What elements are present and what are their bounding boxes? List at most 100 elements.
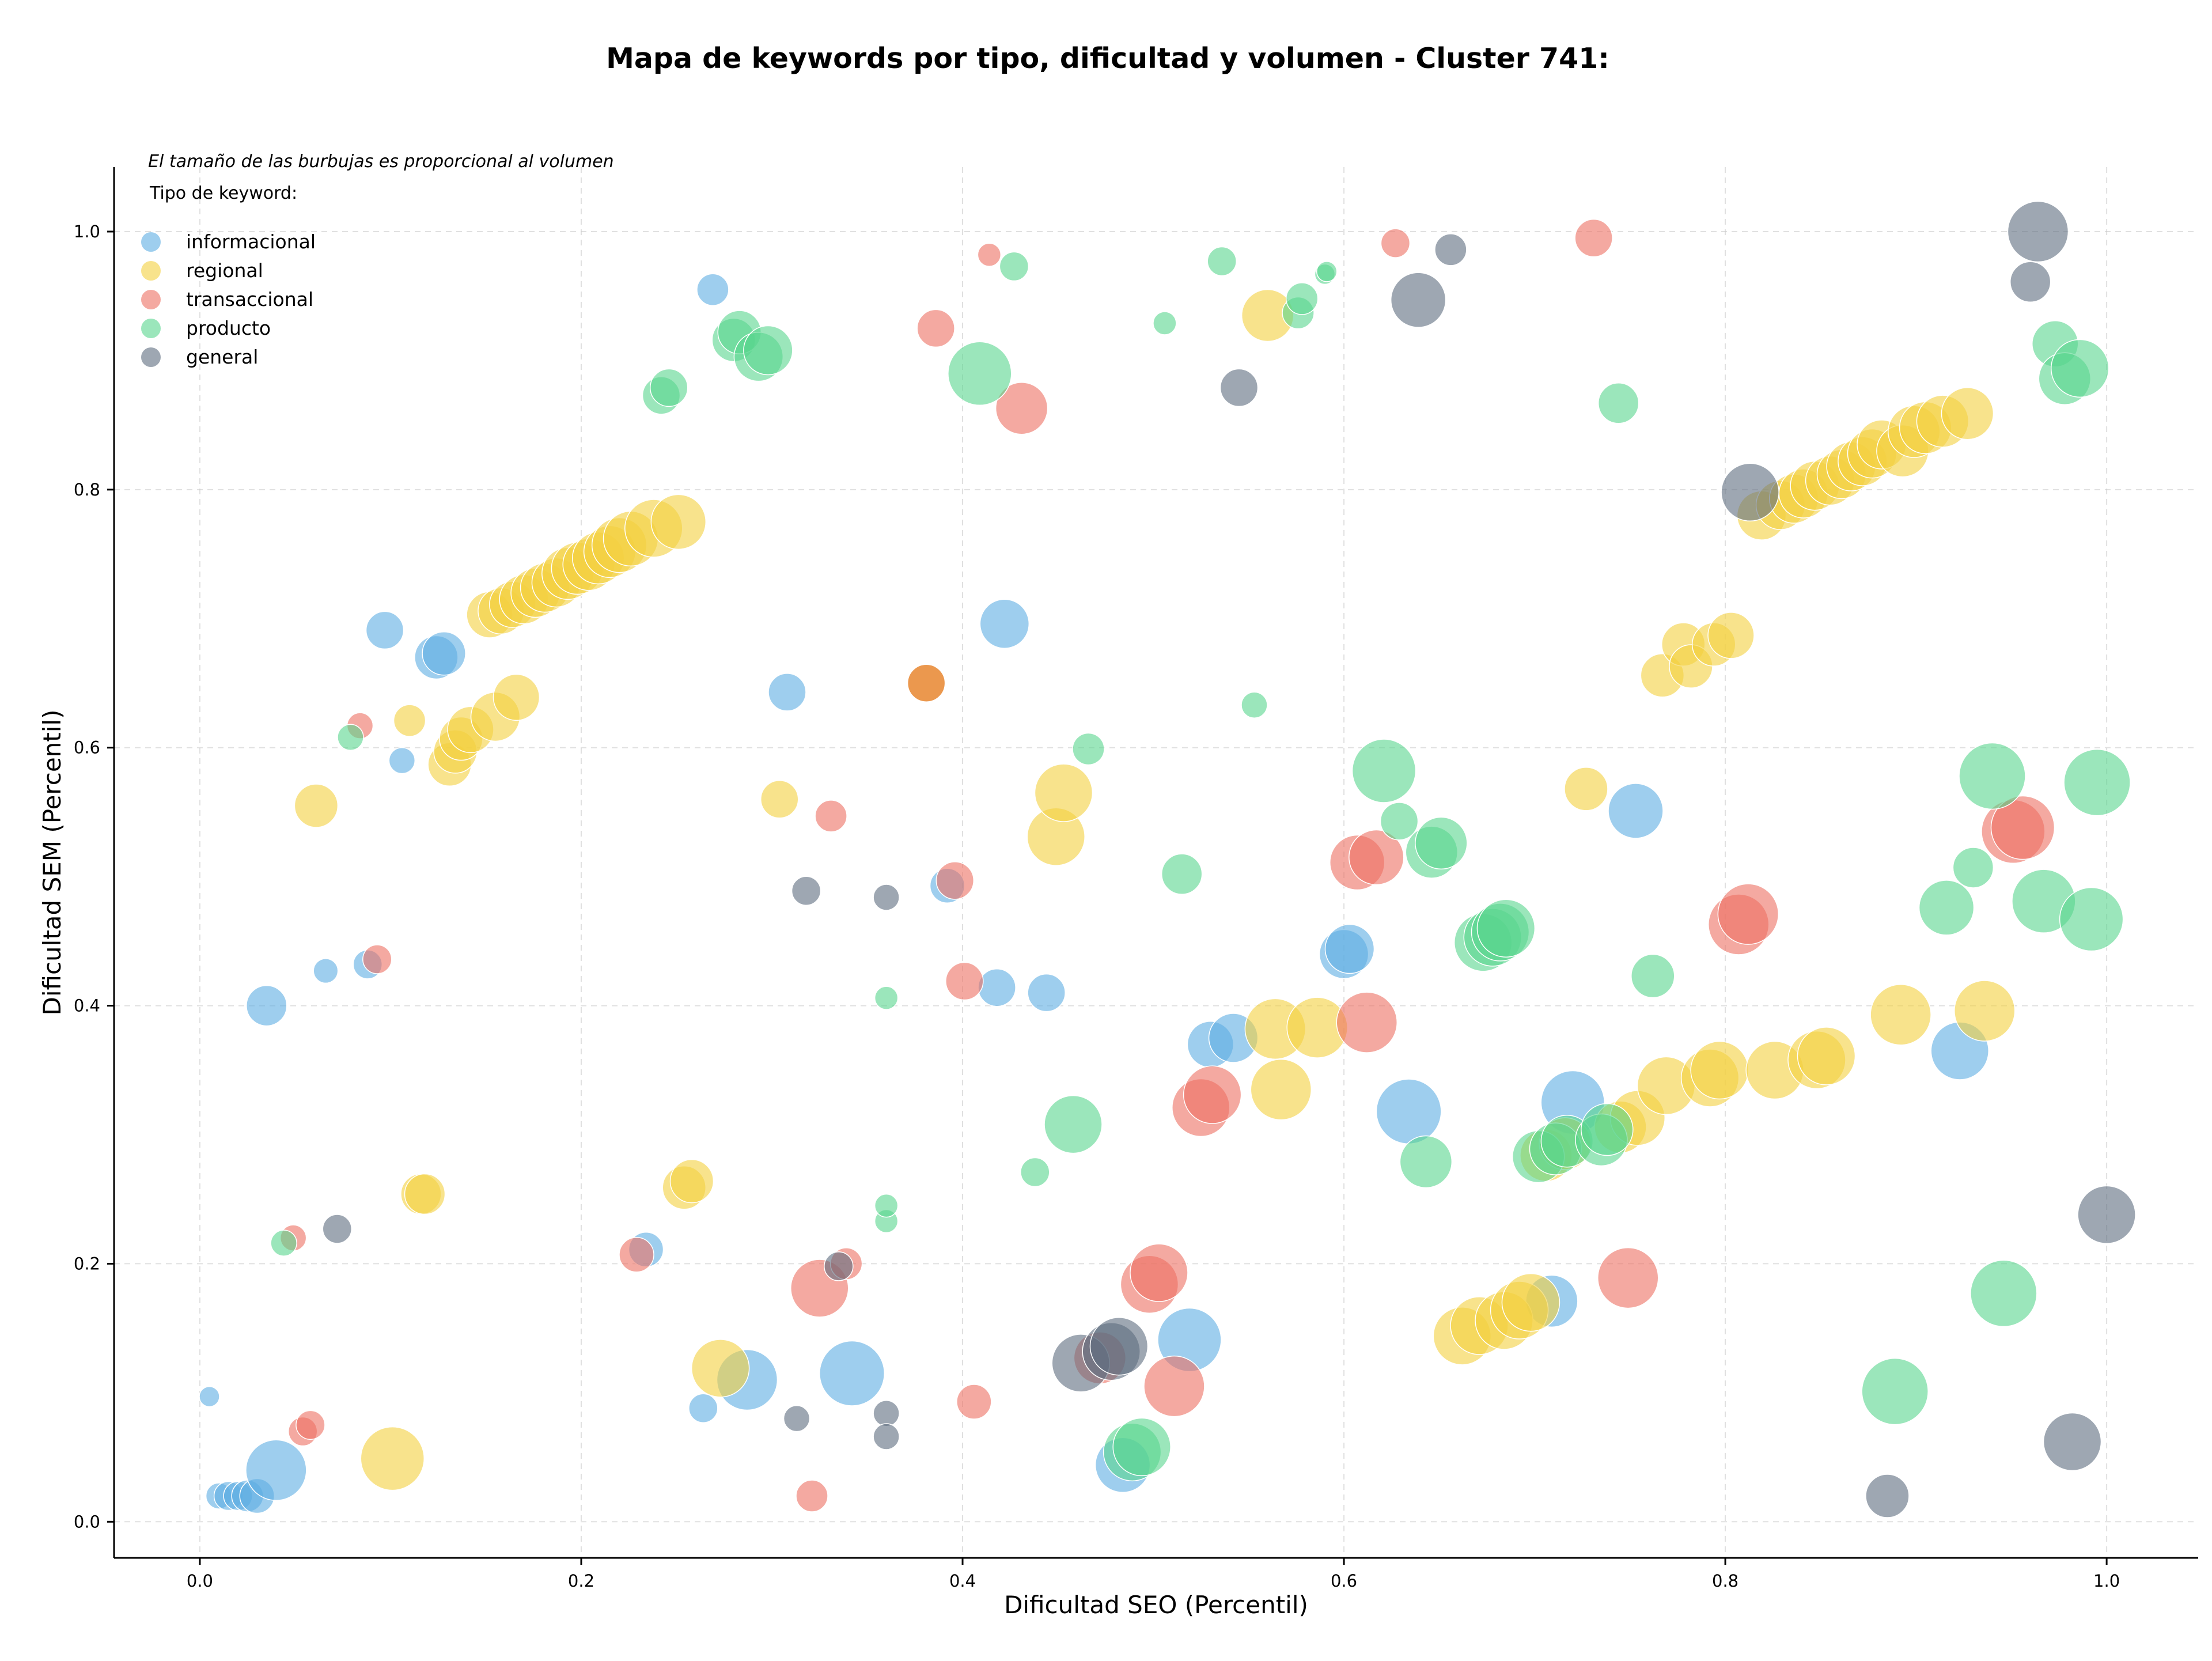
bubble-producto-11	[948, 341, 1012, 406]
bubble-producto-10	[874, 1193, 899, 1218]
bubble-producto-52	[2063, 748, 2131, 816]
bubble-transaccional-19	[1143, 1355, 1205, 1417]
y-axis-label: Dificultad SEM (Percentil)	[38, 710, 66, 1016]
series-general	[322, 200, 2136, 1518]
bubble-producto-34	[1476, 899, 1536, 958]
bubble-transaccional-15	[995, 382, 1048, 435]
bubble-producto-1	[337, 724, 364, 751]
bubble-informacional-30	[1376, 1079, 1442, 1145]
bubble-producto-14	[1072, 732, 1105, 766]
bubble-producto-25	[1316, 261, 1338, 282]
bubble-transaccional-4	[362, 944, 392, 974]
bubble-producto-28	[1399, 1135, 1453, 1189]
y-tick-label: 1.0	[74, 222, 100, 241]
bubble-producto-20	[1207, 246, 1237, 277]
axes	[113, 167, 2198, 1559]
x-axis-label: Dificultad SEO (Percentil)	[1004, 1591, 1308, 1619]
x-tick-label: 0.2	[568, 1571, 594, 1591]
bubble-transaccional-12	[945, 962, 984, 1001]
bubble-general-13	[1721, 463, 1779, 522]
x-tick-label: 0.0	[187, 1571, 213, 1591]
bubble-informacional-7	[246, 985, 287, 1027]
legend-label-regional: regional	[186, 259, 263, 282]
legend: informacional regional transaccional produc…	[141, 230, 316, 368]
legend-marker-informacional	[141, 232, 161, 252]
bubble-producto-15	[1044, 1095, 1103, 1154]
bubble-regional-51	[1797, 1027, 1856, 1085]
bubble-producto-3	[650, 368, 688, 407]
bubble-general-9	[1089, 1316, 1149, 1376]
bubble-size-note: El tamaño de las burbujas es proporciona…	[148, 152, 614, 172]
bubble-transaccional-14	[977, 243, 1002, 267]
bubble-transaccional-26	[1574, 218, 1613, 258]
bubble-producto-17	[1112, 1417, 1171, 1477]
bubble-regional-41	[1501, 1273, 1560, 1332]
bubble-producto-18	[1153, 311, 1177, 335]
bubble-informacional-33	[1608, 783, 1664, 839]
bubble-regional-32	[1034, 763, 1093, 822]
bubble-regional-48	[1690, 1041, 1749, 1100]
bubble-regional-2	[393, 704, 426, 737]
bubble-general-0	[322, 1214, 353, 1244]
bubble-producto-41	[1631, 954, 1675, 998]
bubble-regional-26	[650, 494, 707, 550]
bubble-transaccional-11	[935, 861, 975, 900]
bubble-producto-27	[1380, 802, 1419, 841]
bubble-regional-4	[404, 1173, 446, 1215]
y-ticks: 0.0 0.2 0.4 0.6 0.8 1.0	[74, 222, 114, 1531]
bubble-transaccional-6	[796, 1480, 828, 1512]
bubble-general-10	[1219, 368, 1259, 407]
bubble-general-17	[2043, 1412, 2102, 1471]
bubble-informacional-22	[979, 599, 1030, 649]
x-tick-label: 0.6	[1331, 1571, 1357, 1591]
bubble-general-11	[1390, 272, 1446, 328]
bubble-producto-46	[1970, 1259, 2037, 1327]
bubble-transaccional-27	[1597, 1247, 1659, 1309]
bubble-transaccional-13	[956, 1384, 992, 1420]
series-informacional	[199, 273, 1989, 1514]
bubble-informacional-29	[1324, 924, 1375, 974]
bubble-regional-1	[360, 1426, 425, 1491]
bubble-transaccional-5	[619, 1237, 654, 1273]
bubble-regional-52	[1870, 983, 1931, 1046]
bubble-producto-7	[743, 325, 793, 376]
legend-label-informacional: informacional	[186, 230, 316, 253]
bubble-informacional-11	[388, 747, 416, 774]
bubble-producto-40	[1597, 383, 1639, 424]
bubble-transaccional-23	[1349, 829, 1404, 886]
bubble-informacional-21	[978, 968, 1016, 1007]
bubble-transaccional-21	[1183, 1065, 1242, 1124]
bubble-general-4	[873, 884, 900, 911]
bubble-transaccional-10	[916, 309, 955, 348]
bubble-informacional-6	[245, 1439, 307, 1501]
grid	[114, 167, 2198, 1558]
legend-marker-producto	[141, 319, 161, 338]
bubble-informacional-13	[422, 631, 466, 676]
bubble-transaccional-24	[1336, 992, 1398, 1053]
bubble-transaccional-18	[1130, 1243, 1188, 1302]
bubble-producto-21	[1241, 691, 1268, 719]
bubble-regional-53	[1954, 980, 2016, 1042]
x-ticks: 0.0 0.2 0.4 0.6 0.8 1.0	[187, 1558, 2120, 1591]
y-tick-label: 0.6	[74, 738, 100, 758]
bubble-transaccional-25	[1380, 228, 1411, 258]
bubble-informacional-0	[199, 1386, 220, 1408]
bubble-informacional-8	[313, 958, 339, 984]
chart-title: Mapa de keywords por tipo, dificultad y …	[606, 42, 1609, 75]
bubble-extra-0-0	[907, 664, 946, 702]
bubble-producto-42	[1861, 1357, 1929, 1425]
bubble-transaccional-29	[1717, 883, 1779, 945]
bubble-informacional-16	[688, 1393, 718, 1423]
bubble-producto-12	[999, 251, 1029, 282]
bubble-producto-30	[1415, 816, 1468, 870]
bubble-producto-0	[270, 1229, 297, 1257]
bubble-general-14	[1865, 1474, 1910, 1518]
bubble-producto-44	[1918, 880, 1975, 936]
bubble-producto-19	[1161, 853, 1203, 895]
bubble-informacional-15	[696, 273, 729, 306]
bubble-general-3	[824, 1251, 854, 1281]
y-tick-label: 0.0	[74, 1512, 100, 1531]
bubble-transaccional-2	[296, 1410, 325, 1440]
series-producto	[270, 246, 2131, 1482]
